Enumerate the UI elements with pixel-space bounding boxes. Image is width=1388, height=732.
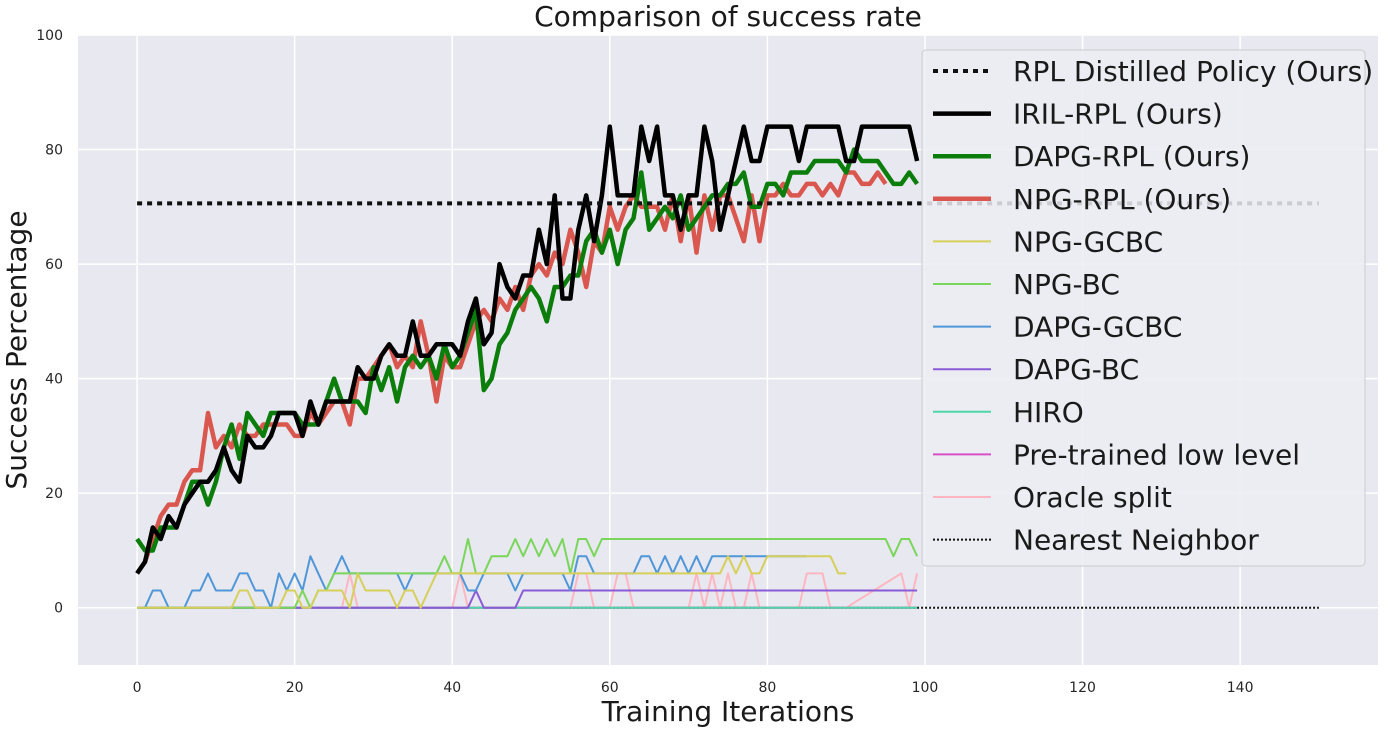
legend-label: NPG-BC <box>1013 268 1120 301</box>
x-tick-label: 140 <box>1227 680 1254 696</box>
legend-label: Oracle split <box>1013 481 1172 514</box>
series-line <box>137 555 807 609</box>
series-line <box>135 147 919 553</box>
series-line <box>135 170 888 575</box>
legend-label: DAPG-RPL (Ours) <box>1013 140 1250 173</box>
y-tick-label: 40 <box>45 372 63 388</box>
legend-label: Pre-trained low level <box>1013 438 1300 471</box>
x-tick-label: 20 <box>286 680 304 696</box>
y-tick-label: 20 <box>45 486 63 502</box>
legend-label: NPG-RPL (Ours) <box>1013 183 1231 216</box>
legend-label: DAPG-BC <box>1013 353 1139 386</box>
chart-title: Comparison of success rate <box>534 0 922 33</box>
legend: RPL Distilled Policy (Ours) IRIL-RPL (Our… <box>921 49 1373 567</box>
legend-label: NPG-GCBC <box>1013 225 1163 258</box>
legend-box <box>921 49 1366 567</box>
series-line <box>135 124 920 575</box>
ticks-layer: 0 20 40 60 80 100 120 140 0 20 40 60 80 100 <box>36 28 1253 696</box>
y-tick-label: 80 <box>45 143 63 159</box>
legend-label: Nearest Neighbor <box>1013 524 1259 557</box>
legend-label: DAPG-GCBC <box>1013 311 1182 344</box>
y-tick-label: 100 <box>36 28 63 44</box>
x-axis-label: Training Iterations <box>601 695 855 728</box>
series-line <box>137 555 847 609</box>
series-layer <box>135 124 1319 609</box>
y-axis-label: Success Percentage <box>0 210 33 489</box>
x-tick-label: 80 <box>758 680 776 696</box>
legend-label: HIRO <box>1013 396 1084 429</box>
x-tick-label: 100 <box>912 680 939 696</box>
x-tick-label: 120 <box>1069 680 1096 696</box>
series-line <box>137 589 918 609</box>
x-tick-label: 60 <box>601 680 619 696</box>
x-tick-label: 40 <box>443 680 461 696</box>
x-tick-label: 0 <box>133 680 142 696</box>
y-tick-label: 0 <box>54 601 63 617</box>
legend-label: RPL Distilled Policy (Ours) <box>1013 55 1373 88</box>
legend-label: IRIL-RPL (Ours) <box>1013 98 1223 131</box>
y-tick-label: 60 <box>45 257 63 273</box>
